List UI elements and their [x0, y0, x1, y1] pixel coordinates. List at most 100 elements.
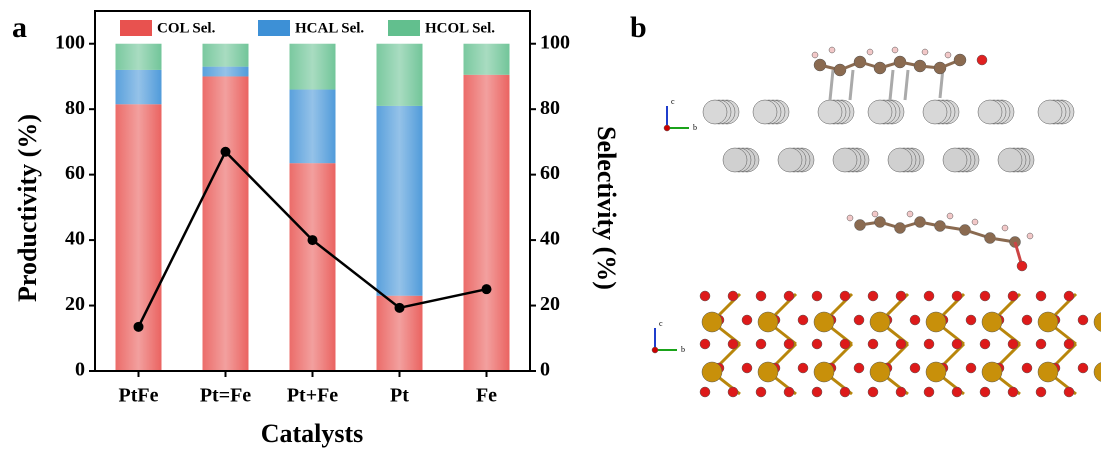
o-atom	[1008, 291, 1018, 301]
h-atom	[812, 52, 818, 58]
h-atom	[892, 47, 898, 53]
pt-atom	[778, 148, 802, 172]
o-atom	[952, 387, 962, 397]
pt-atom	[978, 100, 1002, 124]
legend-swatch	[388, 20, 420, 36]
o-atom	[756, 291, 766, 301]
o-atom	[742, 315, 752, 325]
y-tick-label: 40	[65, 228, 85, 250]
bar-segment	[116, 44, 162, 70]
axis-label: c	[671, 97, 675, 106]
y2-tick-label: 0	[540, 359, 550, 381]
h-atom	[907, 211, 913, 217]
o-atom	[980, 387, 990, 397]
x-tick-label: Pt=Fe	[200, 385, 251, 407]
x-tick-label: PtFe	[119, 385, 159, 407]
o-atom	[966, 315, 976, 325]
o-atom	[980, 339, 990, 349]
o-atom	[840, 339, 850, 349]
o-atom	[1017, 261, 1027, 271]
o-atom	[924, 339, 934, 349]
fe-atom	[758, 362, 778, 382]
pt-atom	[998, 148, 1022, 172]
y-tick-label: 80	[65, 97, 85, 119]
o-atom	[910, 315, 920, 325]
fe-atom	[1038, 312, 1058, 332]
h-atom	[867, 49, 873, 55]
bar-segment	[290, 90, 336, 164]
o-atom	[812, 387, 822, 397]
fe-atom	[1094, 362, 1101, 382]
line-point	[308, 235, 318, 245]
fe-atom	[926, 312, 946, 332]
line-point	[395, 303, 405, 313]
o-atom	[854, 363, 864, 373]
o-atom	[966, 363, 976, 373]
o-atom	[952, 339, 962, 349]
o-atom	[1064, 339, 1074, 349]
bond	[830, 70, 833, 100]
bond	[850, 70, 853, 100]
axis-label: b	[693, 123, 697, 132]
pt-atom	[753, 100, 777, 124]
o-atom	[840, 291, 850, 301]
h-atom	[847, 215, 853, 221]
legend-label: HCAL Sel.	[295, 20, 364, 36]
x-axis-title: Catalysts	[261, 419, 364, 448]
o-atom	[924, 387, 934, 397]
o-atom	[896, 387, 906, 397]
o-atom	[896, 339, 906, 349]
o-atom	[1022, 315, 1032, 325]
o-atom	[1036, 291, 1046, 301]
line-point	[221, 147, 231, 157]
pt-atom	[923, 100, 947, 124]
o-atom	[868, 339, 878, 349]
bar-segment	[290, 44, 336, 90]
o-atom	[1036, 339, 1046, 349]
x-tick-label: Pt+Fe	[287, 385, 338, 407]
y-tick-label: 100	[55, 31, 85, 53]
fe-atom	[1094, 312, 1101, 332]
fe-atom	[758, 312, 778, 332]
h-atom	[829, 47, 835, 53]
pt-atom	[943, 148, 967, 172]
pt-atom	[1038, 100, 1062, 124]
o-atom	[784, 387, 794, 397]
o-atom	[728, 339, 738, 349]
o-atom	[868, 387, 878, 397]
bar-segment	[203, 76, 249, 371]
y2-tick-label: 40	[540, 228, 560, 250]
o-atom	[742, 363, 752, 373]
y2-tick-label: 60	[540, 162, 560, 184]
fe-atom	[814, 312, 834, 332]
o-atom	[924, 291, 934, 301]
o-atom	[700, 339, 710, 349]
o-atom	[784, 291, 794, 301]
axis-origin	[664, 125, 670, 131]
o-atom	[1036, 387, 1046, 397]
pt-atom	[888, 148, 912, 172]
o-atom	[728, 387, 738, 397]
o-atom	[868, 291, 878, 301]
o-atom	[798, 363, 808, 373]
pt-atom	[723, 148, 747, 172]
o-atom	[1078, 315, 1088, 325]
bar-segment	[464, 75, 510, 371]
y-tick-label: 0	[75, 359, 85, 381]
o-atom	[756, 387, 766, 397]
o-atom	[1008, 339, 1018, 349]
h-atom	[922, 49, 928, 55]
x-tick-label: Fe	[476, 385, 497, 407]
o-atom	[854, 315, 864, 325]
h-atom	[1002, 225, 1008, 231]
h-atom	[945, 52, 951, 58]
o-atom	[756, 339, 766, 349]
bar-segment	[116, 70, 162, 104]
o-atom	[700, 291, 710, 301]
o-atom	[840, 387, 850, 397]
o-atom	[812, 291, 822, 301]
y2-tick-label: 100	[540, 31, 570, 53]
legend-swatch	[258, 20, 290, 36]
y-axis-title: Productivity (%)	[13, 114, 42, 302]
